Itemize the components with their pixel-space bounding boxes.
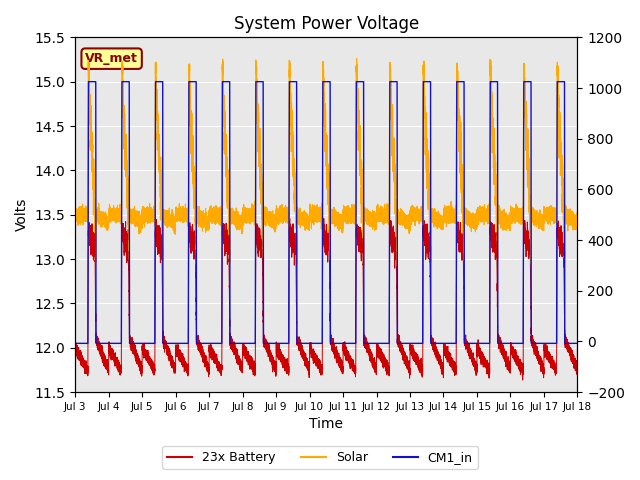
- 23x Battery: [431, 348, 438, 354]
- Solar: [394, 212, 401, 218]
- Solar: [353, 56, 360, 61]
- 23x Battery: [309, 355, 317, 360]
- Legend: 23x Battery, Solar, CM1_in: 23x Battery, Solar, CM1_in: [163, 446, 477, 469]
- CM1_in: [394, 340, 401, 346]
- CM1_in: [309, 340, 317, 346]
- 23x Battery: [71, 347, 79, 353]
- Solar: [541, 208, 548, 214]
- Solar: [573, 215, 581, 221]
- Title: System Power Voltage: System Power Voltage: [234, 15, 419, 33]
- Y-axis label: Volts: Volts: [15, 198, 29, 231]
- CM1_in: [541, 340, 548, 346]
- Solar: [196, 216, 204, 222]
- CM1_in: [84, 79, 92, 84]
- CM1_in: [196, 340, 204, 346]
- CM1_in: [431, 340, 438, 346]
- Solar: [309, 211, 317, 217]
- 23x Battery: [573, 345, 581, 350]
- Solar: [394, 263, 401, 269]
- 23x Battery: [519, 377, 527, 383]
- X-axis label: Time: Time: [309, 418, 343, 432]
- 23x Battery: [375, 350, 383, 356]
- Line: Solar: Solar: [75, 59, 577, 266]
- Line: 23x Battery: 23x Battery: [75, 218, 577, 380]
- 23x Battery: [196, 348, 204, 353]
- Text: VR_met: VR_met: [85, 52, 138, 65]
- CM1_in: [573, 340, 581, 346]
- 23x Battery: [394, 336, 401, 342]
- CM1_in: [375, 340, 383, 346]
- Line: CM1_in: CM1_in: [75, 82, 577, 343]
- 23x Battery: [286, 216, 294, 221]
- CM1_in: [71, 340, 79, 346]
- Solar: [431, 214, 438, 220]
- Solar: [375, 213, 383, 218]
- 23x Battery: [541, 347, 548, 353]
- Solar: [71, 214, 79, 219]
